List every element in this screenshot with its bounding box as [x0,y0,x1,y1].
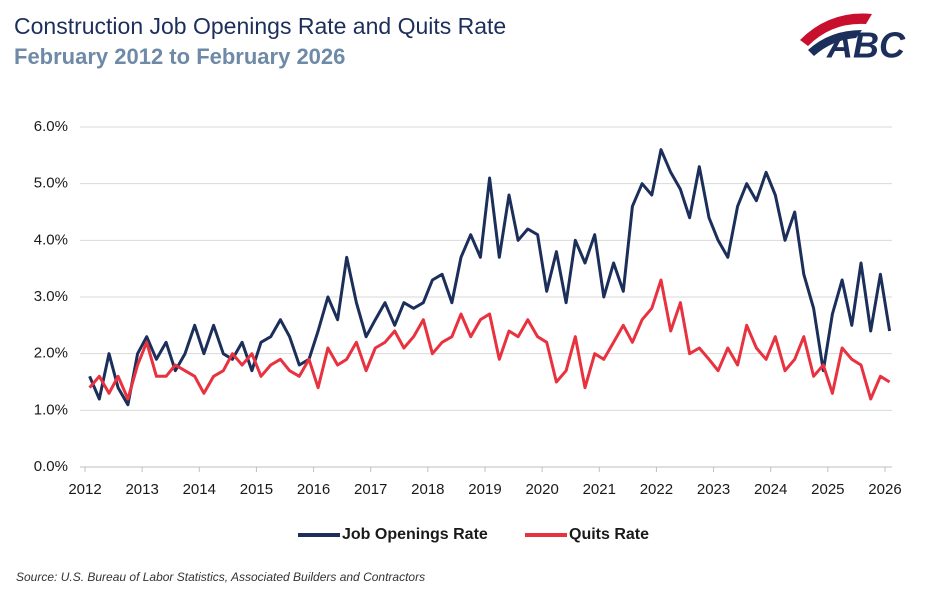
y-tick-label: 0.0% [34,458,68,475]
chart-subtitle: February 2012 to February 2026 [14,44,345,69]
x-tick-label: 2026 [868,481,901,498]
x-tick-label: 2014 [183,481,216,498]
legend-label: Job Openings Rate [342,526,488,543]
x-tick-label: 2020 [525,481,558,498]
logo-text: ABC [826,25,906,66]
series-line [88,278,891,401]
y-tick-label: 4.0% [34,231,68,248]
x-tick-label: 2018 [411,481,444,498]
y-tick-label: 2.0% [34,345,68,362]
x-tick-label: 2016 [297,481,330,498]
x-tick-label: 2013 [125,481,158,498]
x-tick-label: 2023 [697,481,730,498]
y-tick-label: 3.0% [34,288,68,305]
logo-flag [800,13,872,46]
x-tick-label: 2022 [640,481,673,498]
x-tick-label: 2021 [583,481,616,498]
logo: ABC [800,13,906,66]
x-tick-label: 2015 [240,481,273,498]
y-tick-label: 1.0% [34,401,68,418]
y-tick-label: 5.0% [34,175,68,192]
y-tick-label: 6.0% [34,118,68,135]
x-tick-label: 2012 [68,481,101,498]
legend-label: Quits Rate [569,526,649,543]
logo-flag [808,30,862,56]
x-tick-label: 2017 [354,481,387,498]
x-tick-label: 2024 [754,481,787,498]
chart-title: Construction Job Openings Rate and Quits… [14,13,506,39]
x-tick-label: 2025 [811,481,844,498]
x-tick-label: 2019 [468,481,501,498]
source-note: Source: U.S. Bureau of Labor Statistics,… [16,570,425,584]
series-line [88,148,892,407]
